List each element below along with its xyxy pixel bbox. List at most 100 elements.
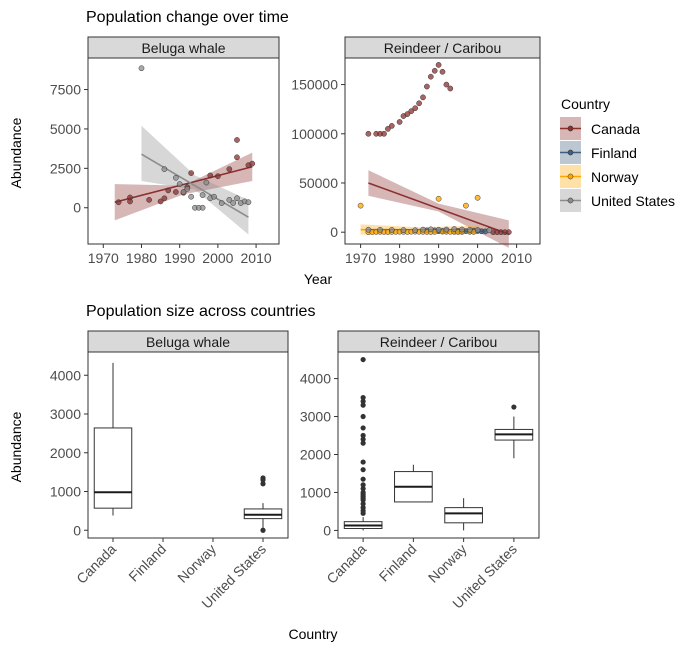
data-point-canada [127, 194, 133, 201]
outlier-point-united-states [260, 527, 266, 533]
data-point-united-states [211, 193, 217, 200]
bottom-chart-title: Population size across countries [86, 303, 315, 320]
data-point-canada [388, 123, 395, 129]
data-point-canada [234, 137, 240, 143]
data-point-united-states [427, 226, 434, 233]
outlier-point-canada [360, 413, 366, 420]
data-point-canada [420, 94, 426, 101]
confidence-band-canada [114, 152, 253, 221]
legend-label-canada: Canada [591, 121, 640, 137]
top-y-axis-title: Abundance [8, 117, 24, 188]
data-point-canada [408, 108, 415, 114]
y-tick-label-beluga-bottom: 1000 [50, 484, 81, 500]
x-tick-label-reindeer-bottom: Canada [323, 541, 369, 587]
data-point-canada [396, 119, 403, 125]
y-tick-label-beluga-top: 0 [73, 200, 81, 216]
legend-point-norway [567, 173, 574, 180]
outlier-point-canada [360, 505, 366, 511]
top-chart-title: Population change over time [86, 9, 289, 26]
outlier-point-canada [360, 356, 366, 363]
data-point-united-states [173, 174, 179, 181]
x-tick-label-beluga-bottom: Norway [174, 541, 219, 586]
outlier-point-canada [360, 501, 366, 507]
data-point-united-states [486, 227, 493, 234]
x-tick-label-beluga-bottom: Canada [73, 541, 119, 587]
outlier-point-canada [360, 489, 366, 496]
y-tick-label-beluga-bottom: 0 [73, 522, 81, 538]
data-point-united-states [474, 227, 481, 233]
data-point-canada [435, 62, 442, 68]
outlier-point-united-states [260, 481, 266, 487]
x-tick-label-beluga-bottom: Finland [125, 541, 169, 585]
bottom-y-axis-title: Abundance [8, 411, 24, 482]
data-point-united-states [466, 226, 473, 233]
plot-area-reindeer-bottom [337, 351, 540, 539]
y-tick-label-beluga-top: 5000 [50, 121, 81, 137]
data-point-canada [427, 73, 434, 80]
legend-label-finland: Finland [591, 145, 637, 161]
data-point-canada [173, 189, 179, 195]
data-point-united-states [420, 226, 426, 233]
outlier-point-canada [360, 394, 366, 401]
legend: Country Canada Finland Norway United States [560, 96, 675, 212]
data-point-united-states [451, 226, 458, 232]
strip-label-beluga-top: Beluga whale [141, 40, 225, 56]
strip-label-beluga-bottom: Beluga whale [146, 334, 230, 350]
data-point-canada [226, 166, 233, 172]
data-point-canada [416, 100, 422, 107]
data-point-canada [404, 111, 411, 117]
legend-title: Country [561, 96, 610, 112]
data-point-canada [431, 67, 438, 74]
outlier-point-canada [360, 476, 366, 482]
outlier-point-canada [360, 467, 366, 473]
y-tick-label-reindeer-bottom: 2000 [300, 446, 331, 462]
data-point-canada [207, 172, 214, 179]
plot-area-beluga-top [87, 57, 280, 245]
outlier-point-canada [360, 425, 366, 431]
x-tick-label-reindeer-bottom: Finland [376, 541, 420, 585]
data-point-united-states [184, 185, 191, 192]
y-tick-label-reindeer-top: 0 [330, 224, 338, 240]
y-tick-label-reindeer-top: 150000 [291, 77, 338, 93]
data-point-united-states [161, 166, 168, 172]
outlier-point-canada [360, 459, 366, 465]
y-tick-label-reindeer-bottom: 3000 [300, 409, 331, 425]
data-point-united-states [176, 181, 183, 187]
y-tick-label-beluga-bottom: 2000 [50, 445, 81, 461]
data-point-canada [381, 130, 387, 137]
data-point-united-states [199, 204, 206, 211]
data-point-united-states [199, 192, 206, 198]
y-tick-label-reindeer-bottom: 4000 [300, 371, 331, 387]
data-point-norway [463, 202, 469, 209]
data-point-canada [157, 198, 164, 205]
data-point-canada [412, 105, 419, 112]
panel-beluga-box: Beluga whale 0 1000 2000 3000 4000 Canada Finl… [50, 330, 289, 612]
data-point-united-states [377, 226, 383, 233]
x-tick-label-reindeer-top: 1980 [384, 250, 415, 266]
top-x-axis-title: Year [304, 271, 333, 287]
x-tick-label-reindeer-top: 2000 [462, 250, 493, 266]
outlier-point-canada [360, 482, 366, 488]
legend-point-canada [567, 125, 574, 132]
data-point-canada [165, 187, 172, 194]
x-tick-label-beluga-top: 1980 [126, 250, 157, 266]
data-point-united-states [188, 193, 194, 200]
legend-point-united-states [567, 197, 574, 204]
data-point-united-states [459, 226, 465, 233]
data-point-united-states [138, 65, 145, 72]
outlier-point-united-states [260, 475, 266, 481]
data-point-canada [215, 173, 221, 180]
data-point-united-states [412, 227, 419, 234]
trend-line-canada [114, 165, 253, 204]
y-tick-label-beluga-top: 2500 [50, 160, 81, 176]
outlier-point-united-states [511, 404, 517, 410]
x-tick-label-beluga-top: 1970 [88, 250, 119, 266]
strip-label-reindeer-top: Reindeer / Caribou [384, 40, 502, 56]
outlier-point-canada [360, 440, 366, 446]
data-point-united-states [400, 227, 407, 233]
y-tick-label-beluga-bottom: 4000 [50, 367, 81, 383]
data-point-canada [424, 83, 430, 90]
x-tick-label-beluga-top: 2000 [202, 250, 233, 266]
data-point-united-states [435, 226, 442, 233]
